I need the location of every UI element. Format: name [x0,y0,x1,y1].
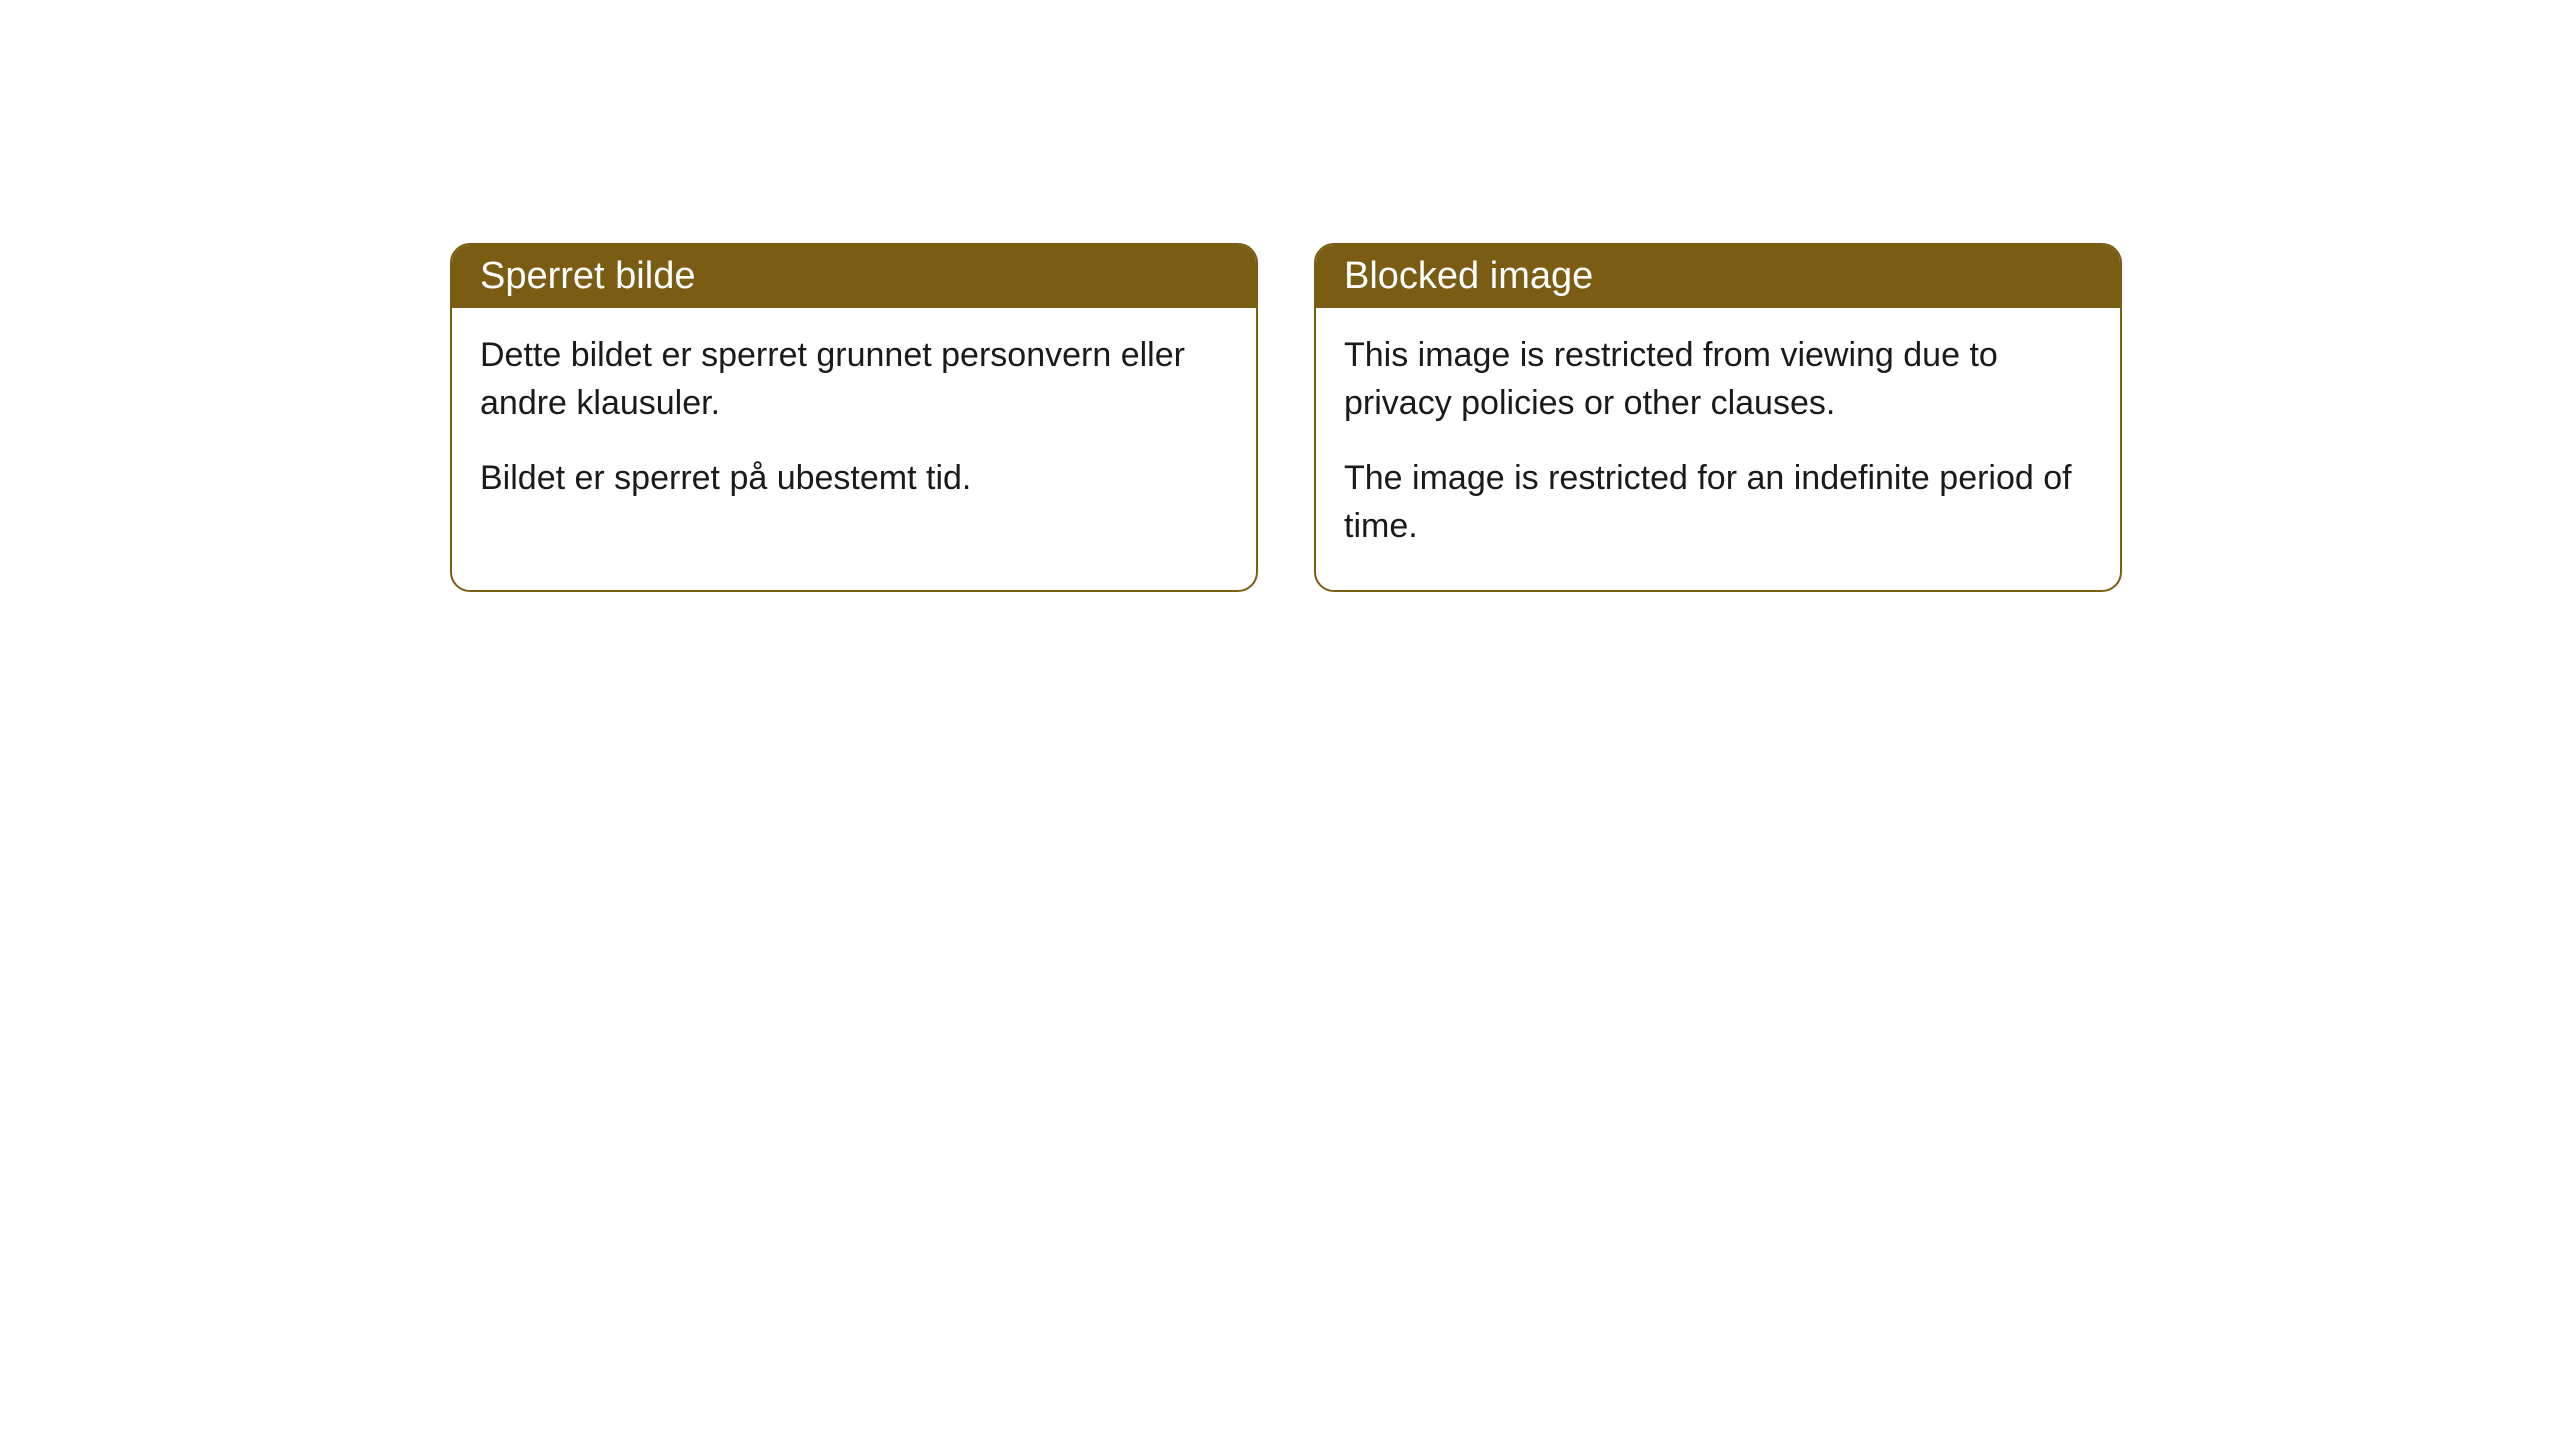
card-paragraph: This image is restricted from viewing du… [1344,332,2092,427]
card-body: This image is restricted from viewing du… [1316,308,2120,590]
card-header: Sperret bilde [452,245,1256,308]
notice-container: Sperret bilde Dette bildet er sperret gr… [450,243,2122,592]
card-paragraph: Bildet er sperret på ubestemt tid. [480,455,1228,503]
card-title: Blocked image [1344,255,1593,297]
card-header: Blocked image [1316,245,2120,308]
card-body: Dette bildet er sperret grunnet personve… [452,308,1256,543]
card-title: Sperret bilde [480,255,695,297]
card-paragraph: The image is restricted for an indefinit… [1344,455,2092,550]
notice-card-norwegian: Sperret bilde Dette bildet er sperret gr… [450,243,1258,592]
card-paragraph: Dette bildet er sperret grunnet personve… [480,332,1228,427]
notice-card-english: Blocked image This image is restricted f… [1314,243,2122,592]
